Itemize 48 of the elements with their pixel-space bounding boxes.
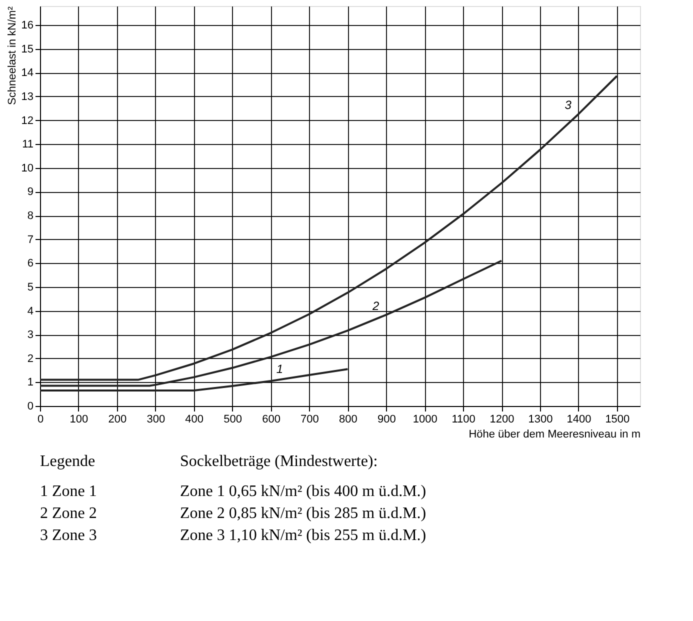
y-tick-label: 13 [21, 90, 34, 103]
x-tick-label: 400 [185, 414, 204, 426]
x-tick-label: 500 [224, 414, 242, 426]
x-tick-label: 1200 [490, 414, 514, 426]
y-tick-label: 3 [27, 329, 34, 342]
x-tick-label: 900 [377, 414, 396, 426]
x-tick-label: 700 [300, 414, 319, 426]
x-tick-label: 0 [37, 414, 44, 426]
y-tick-label: 12 [21, 114, 34, 127]
y-tick-label: 16 [21, 20, 34, 32]
y-tick-label: 7 [27, 234, 34, 246]
text: Zone 3 1,10 kN/m² (bis 255 m ü.d.M.) [180, 527, 426, 544]
text: Sockelbeträge (Mindestwerte): [180, 453, 378, 470]
y-tick-label: 14 [21, 67, 34, 80]
x-tick-label: 100 [70, 414, 88, 426]
x-tick-label: 200 [108, 414, 127, 426]
x-tick-label: 600 [262, 414, 280, 426]
text: Zone 2 0,85 kN/m² (bis 285 m ü.d.M.) [180, 505, 426, 522]
x-axis-title: Höhe über dem Meeresniveau in m [468, 428, 640, 440]
y-tick-label: 9 [27, 186, 34, 198]
y-axis-title: Schneelast in kN/m² [6, 6, 18, 105]
y-tick-label: 10 [21, 162, 34, 174]
x-tick-label: 1100 [452, 414, 476, 426]
y-tick-label: 11 [22, 138, 34, 151]
text: 2 Zone 2 [40, 505, 97, 522]
text: Zone 1 0,65 kN/m² (bis 400 m ü.d.M.) [180, 483, 426, 500]
x-tick-label: 1400 [566, 414, 592, 426]
y-tick-label: 4 [27, 305, 34, 318]
line-series [39, 75, 618, 381]
x-tick-label: 1000 [412, 414, 438, 426]
x-tick-label: 1300 [528, 414, 553, 426]
annotation: 1 [276, 362, 283, 376]
text: 1 Zone 1 [40, 483, 97, 500]
x-tick-label: 800 [339, 414, 358, 426]
y-tick-label: 8 [27, 210, 34, 222]
x-tick-label: 1500 [605, 414, 630, 426]
x-tick-label: 300 [146, 414, 166, 426]
line-series [39, 260, 503, 387]
y-tick-label: 6 [27, 258, 34, 270]
text: 3 Zone 3 [40, 527, 97, 544]
y-tick-label: 1 [27, 376, 34, 389]
annotation: 3 [564, 98, 572, 112]
text: Legende [40, 453, 96, 470]
annotation: 2 [371, 298, 380, 313]
y-tick-label: 15 [21, 43, 34, 56]
y-tick-label: 0 [27, 400, 34, 412]
y-tick-label: 2 [27, 352, 34, 365]
y-tick-label: 5 [27, 281, 34, 294]
